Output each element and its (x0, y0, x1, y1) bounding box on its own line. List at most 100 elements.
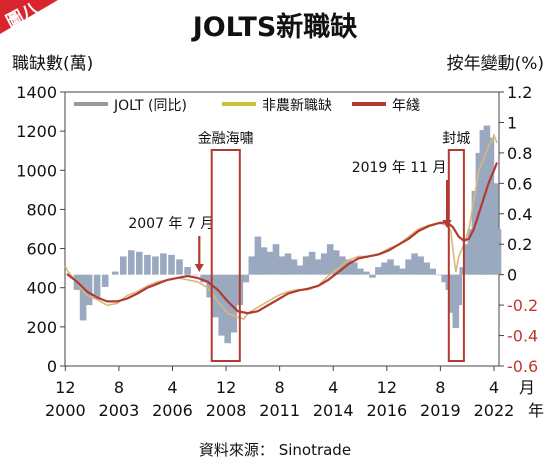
event-arrow-label: 2007 年 7 月 (128, 216, 214, 232)
yoy-bar (206, 274, 213, 298)
yoy-bar (192, 274, 199, 276)
yoy-bar (326, 244, 334, 275)
yoy-bar (290, 259, 298, 275)
yoy-bar (405, 259, 412, 275)
yoy-bar (260, 247, 268, 275)
yoy-bar (184, 267, 191, 275)
yoy-bar (487, 137, 495, 275)
yoy-bar (111, 271, 119, 275)
x-tick-year: 2011 (259, 401, 300, 420)
yoy-bar (160, 253, 167, 275)
yoy-bar (491, 183, 499, 275)
yoy-bar (136, 251, 143, 275)
yoy-bar (79, 274, 87, 321)
right-tick-label: -0.4 (507, 327, 538, 346)
yoy-bar (314, 259, 322, 275)
yoy-bar (351, 262, 358, 275)
right-tick-label: 0.6 (507, 174, 532, 193)
left-tick-label: 800 (26, 200, 57, 219)
yoy-bar (284, 253, 292, 275)
yoy-bar (429, 268, 436, 275)
trend-line (66, 162, 499, 315)
left-tick-label: 1400 (16, 83, 57, 102)
x-tick-month: 12 (55, 378, 75, 397)
badge-corner (0, 0, 58, 34)
yoy-bar (93, 274, 101, 298)
x-tick-month: 4 (167, 378, 177, 397)
legend-label: 年綫 (392, 98, 420, 114)
right-tick-label: 0.4 (507, 205, 532, 224)
x-tick-month: 4 (328, 378, 338, 397)
yoy-bar (308, 251, 316, 275)
yoy-bar (144, 254, 151, 275)
yoy-bar (278, 256, 286, 275)
yoy-bar (242, 274, 250, 283)
event-box (447, 149, 465, 362)
yoy-bar (101, 274, 109, 287)
x-tick-year: 2000 (45, 401, 86, 420)
series-jolt-yoy (73, 125, 502, 344)
x-tick-month: 12 (377, 378, 397, 397)
yoy-bar (120, 256, 127, 275)
yoy-bar (254, 236, 262, 275)
event-box-label: 封城 (442, 131, 470, 147)
series-trend (66, 162, 499, 315)
yoy-bar (128, 250, 135, 275)
yoy-bar (272, 244, 280, 275)
yoy-bar (381, 262, 388, 275)
yoy-bar (369, 274, 376, 278)
yoy-bar (423, 262, 430, 275)
x-tick-month: 8 (114, 378, 124, 397)
left-tick-label: 1200 (16, 122, 57, 141)
yoy-bar (463, 244, 471, 275)
yoy-bar (455, 274, 463, 306)
right-tick-label: 0.8 (507, 144, 532, 163)
yoy-bar (467, 229, 475, 275)
right-axis-label: 按年變動(%) (447, 54, 544, 74)
yoy-bar (248, 256, 256, 275)
left-axis-ticks: 0 200 400 600 800 1000 1200 1400 (16, 83, 65, 376)
source-note: 資料來源： Sinotrade (199, 441, 351, 459)
right-axis-ticks: -0.6 -0.4 -0.2 0 0.2 0.4 0.6 0.8 1 1.2 (499, 83, 538, 376)
x-tick-year: 2022 (474, 401, 515, 420)
left-tick-label: 0 (47, 357, 57, 376)
x-tick-year: 2019 (420, 401, 461, 420)
yoy-bar (266, 251, 274, 275)
yoy-bar (459, 267, 467, 275)
left-axis-label: 職缺數(萬) (12, 54, 93, 74)
legend-label: 非農新職缺 (262, 98, 332, 114)
x-tick-month: 8 (275, 378, 285, 397)
x-month-unit: 月 (519, 378, 535, 397)
yoy-bar (375, 267, 382, 275)
x-tick-year: 2006 (152, 401, 193, 420)
yoy-bar (85, 274, 93, 306)
right-tick-label: 0 (507, 266, 517, 285)
x-tick-month: 8 (435, 378, 445, 397)
yoy-bar (200, 274, 207, 283)
yoy-bar (168, 254, 175, 275)
yoy-bar (435, 274, 442, 276)
yoy-bar (417, 256, 424, 275)
right-tick-label: 0.2 (507, 235, 532, 254)
figure-badge: 圖八 (0, 0, 58, 34)
left-tick-label: 600 (26, 240, 57, 259)
right-tick-label: 1.2 (507, 83, 532, 102)
event-arrow-head (194, 264, 204, 272)
yoy-bar (393, 265, 400, 275)
x-tick-month: 4 (489, 378, 499, 397)
left-tick-label: 1000 (16, 161, 57, 180)
legend-label: JOLT (同比) (113, 98, 187, 114)
chart-title: JOLTS新職缺 (191, 11, 358, 43)
event-box (210, 149, 241, 362)
yoy-bar (494, 229, 502, 275)
x-tick-year: 2008 (206, 401, 247, 420)
yoy-bar (345, 259, 352, 275)
x-year-unit: 年 (528, 401, 544, 420)
yoy-bar (357, 268, 364, 275)
x-tick-month: 12 (216, 378, 236, 397)
yoy-bar (212, 274, 219, 318)
x-tick-year: 2003 (99, 401, 140, 420)
right-tick-label: -0.6 (507, 357, 538, 376)
yoy-bar (230, 274, 238, 333)
